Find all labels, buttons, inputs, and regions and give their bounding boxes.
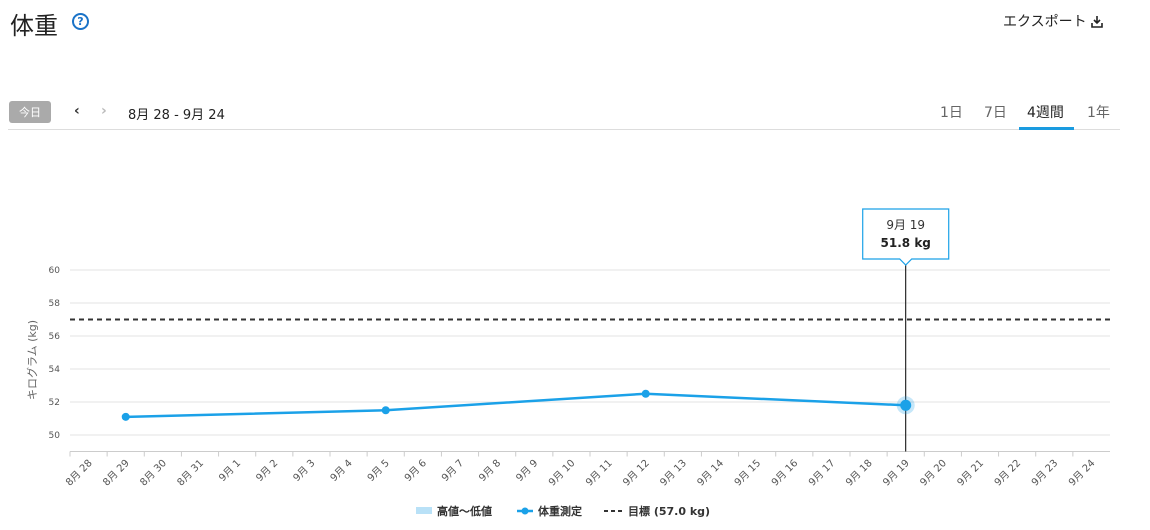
legend-label: 目標 (57.0 kg) bbox=[628, 504, 710, 518]
x-tick-label: 9月 5 bbox=[365, 457, 392, 484]
tab[interactable]: 1日 bbox=[940, 105, 963, 121]
x-tick-label: 9月 15 bbox=[732, 457, 763, 488]
x-tick-label: 8月 28 bbox=[63, 457, 94, 488]
legend-swatch bbox=[521, 507, 529, 515]
tab[interactable]: 1年 bbox=[1087, 105, 1110, 121]
y-tick-label: 52 bbox=[49, 398, 60, 408]
x-tick-label: 8月 31 bbox=[175, 457, 206, 488]
legend-label: 高値～低値 bbox=[437, 504, 492, 518]
tooltip-value: 51.8 kg bbox=[881, 236, 931, 250]
x-tick-label: 9月 11 bbox=[583, 457, 614, 488]
tab[interactable]: 7日 bbox=[984, 105, 1007, 121]
y-tick-label: 50 bbox=[49, 431, 61, 441]
x-tick-label: 9月 22 bbox=[992, 457, 1023, 488]
legend-swatch bbox=[416, 507, 432, 514]
y-tick-label: 54 bbox=[49, 365, 61, 375]
next-button[interactable]: › bbox=[101, 103, 107, 119]
x-tick-label: 9月 23 bbox=[1029, 457, 1060, 488]
x-tick-label: 9月 9 bbox=[514, 457, 541, 484]
export-button[interactable]: エクスポート bbox=[1003, 11, 1103, 31]
y-tick-label: 58 bbox=[49, 299, 61, 309]
page-title: 体重 bbox=[10, 12, 58, 40]
x-tick-label: 9月 10 bbox=[546, 457, 577, 488]
x-tick-label: 9月 6 bbox=[402, 457, 429, 484]
export-icon bbox=[1091, 16, 1103, 28]
x-tick-label: 9月 16 bbox=[769, 457, 800, 488]
point bbox=[641, 389, 650, 398]
x-tick-label: 8月 30 bbox=[138, 457, 169, 488]
y-tick-label: 56 bbox=[49, 332, 61, 342]
date-range: 8月 28 - 9月 24 bbox=[128, 108, 225, 123]
x-tick-label: 9月 8 bbox=[476, 457, 503, 484]
y-tick-label: 60 bbox=[49, 266, 61, 276]
x-tick-label: 9月 24 bbox=[1066, 457, 1097, 488]
x-tick-label: 9月 21 bbox=[955, 457, 986, 488]
x-tick-label: 9月 13 bbox=[658, 457, 689, 488]
x-tick-label: 9月 14 bbox=[695, 457, 726, 488]
x-tick-label: 8月 29 bbox=[101, 457, 132, 488]
x-tick-label: 9月 17 bbox=[806, 457, 837, 488]
today-button[interactable]: 今日 bbox=[9, 101, 51, 123]
legend-label: 体重測定 bbox=[538, 504, 582, 518]
x-tick-label: 9月 4 bbox=[328, 457, 355, 484]
series-line bbox=[125, 392, 906, 419]
help-icon[interactable]: ? bbox=[72, 13, 89, 30]
point-halo bbox=[896, 396, 915, 415]
y-axis-label: キログラム (kg) bbox=[25, 320, 39, 400]
x-tick-label: 9月 19 bbox=[881, 457, 912, 488]
x-tick-label: 9月 3 bbox=[291, 457, 318, 484]
x-tick-label: 9月 1 bbox=[216, 457, 243, 484]
export-label: エクスポート bbox=[1003, 14, 1087, 30]
point bbox=[381, 406, 390, 415]
point bbox=[900, 399, 912, 411]
divider bbox=[8, 129, 1120, 130]
tooltip-box bbox=[862, 208, 950, 266]
point bbox=[121, 412, 130, 421]
x-tick-label: 9月 18 bbox=[843, 457, 874, 488]
tab-active[interactable]: 4週間 bbox=[1027, 105, 1064, 121]
x-tick-label: 9月 7 bbox=[439, 457, 466, 484]
x-tick-label: 9月 12 bbox=[621, 457, 652, 488]
tooltip-date: 9月 19 bbox=[886, 218, 925, 232]
x-tick-label: 9月 20 bbox=[918, 457, 949, 488]
tab-indicator bbox=[1019, 127, 1074, 130]
x-tick-label: 9月 2 bbox=[254, 457, 281, 484]
prev-button[interactable]: ‹ bbox=[74, 103, 80, 119]
